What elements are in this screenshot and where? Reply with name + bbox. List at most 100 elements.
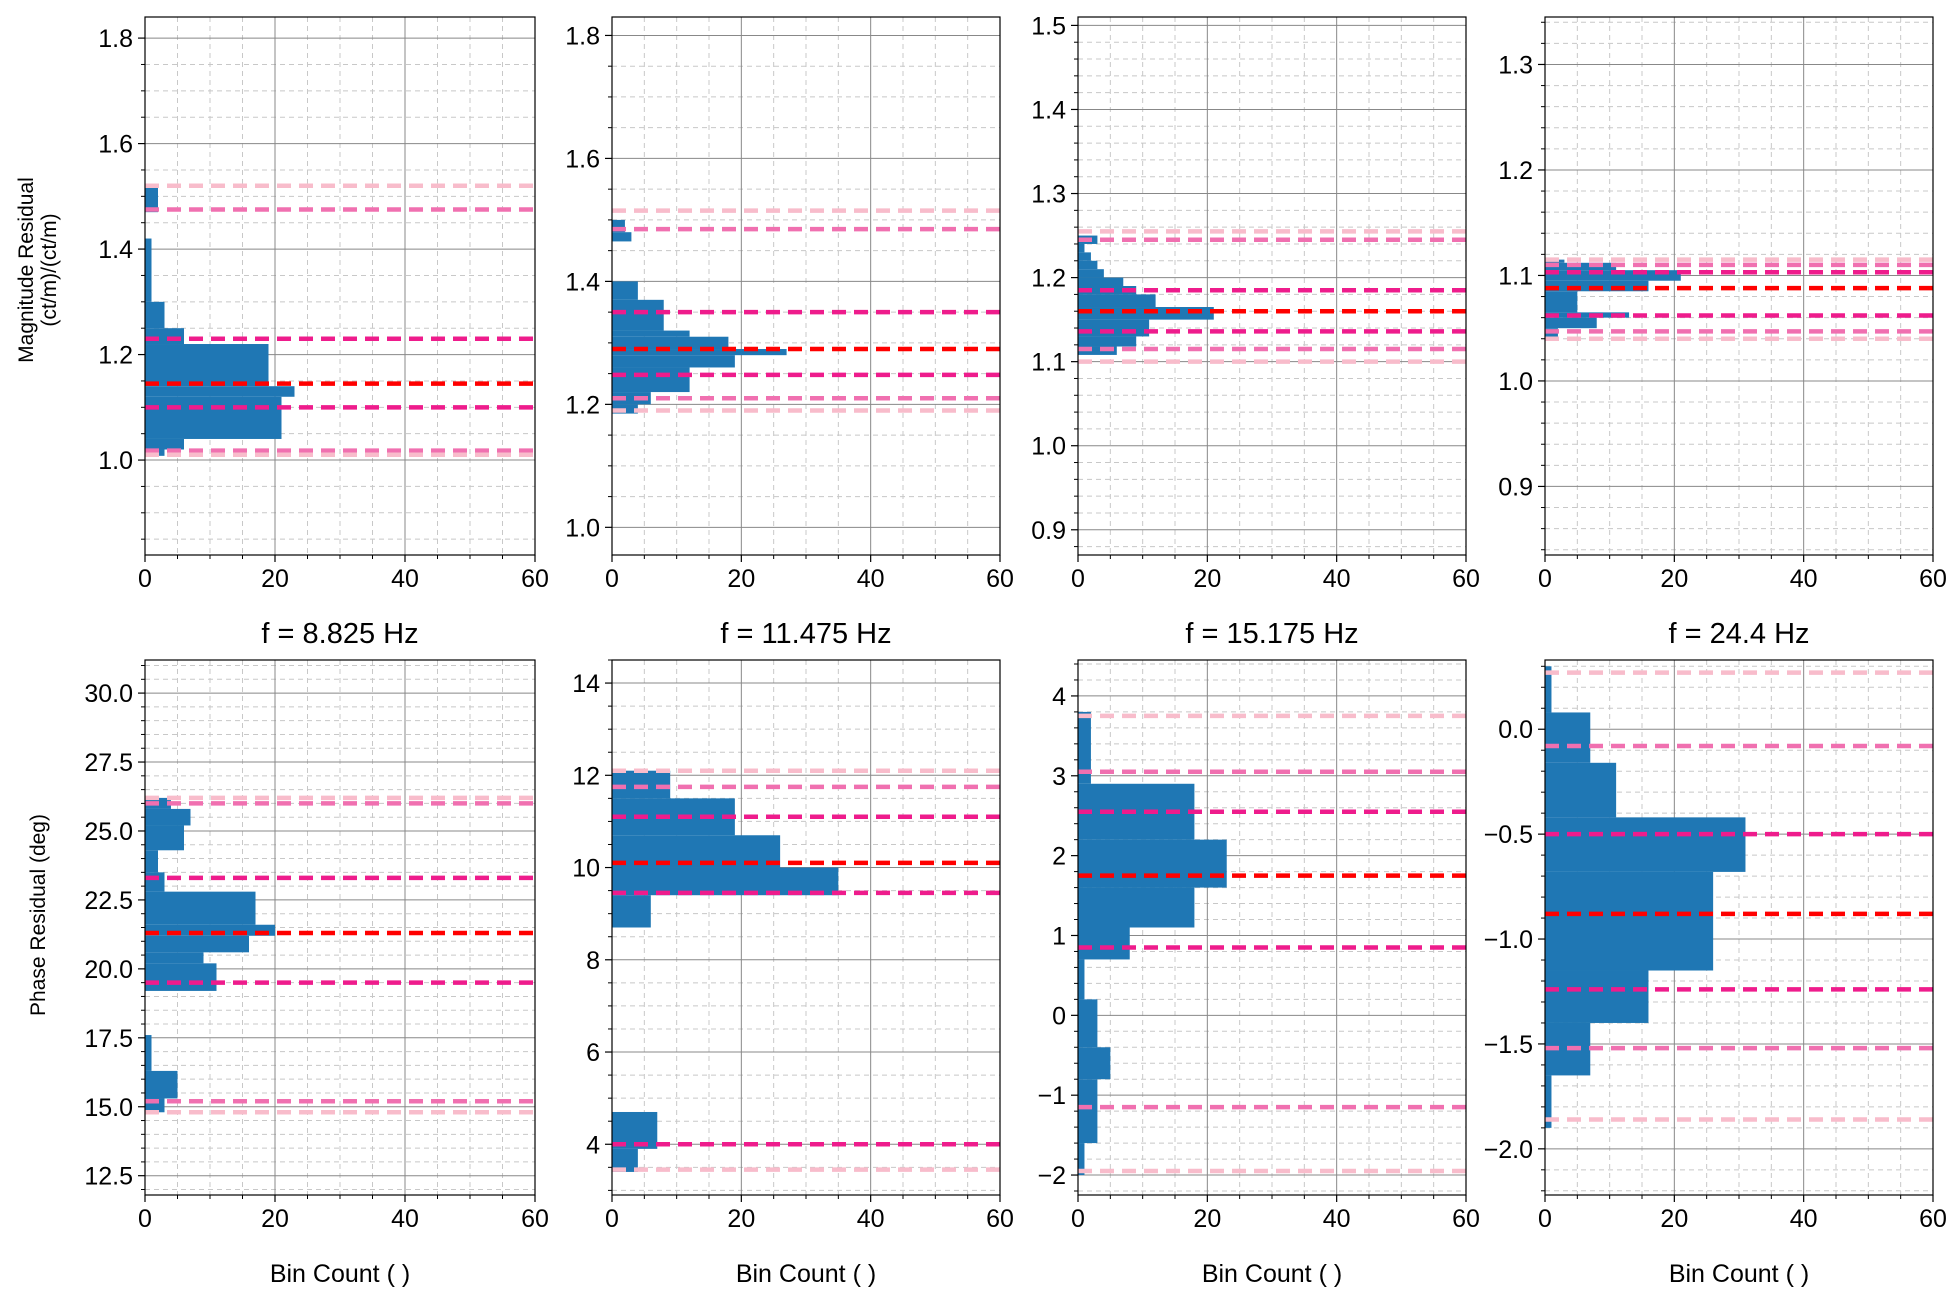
histogram-bar: [612, 281, 638, 300]
y-tick-label: 1.1: [1498, 262, 1533, 290]
histogram-bar: [1078, 1047, 1111, 1080]
x-axis-label: Bin Count ( ): [736, 1260, 876, 1288]
histogram-bar: [1545, 1075, 1552, 1128]
histogram-bar: [1545, 817, 1746, 872]
histogram-bar: [612, 336, 729, 350]
x-tick-label: 0: [138, 1205, 152, 1233]
histogram-bar: [145, 850, 158, 873]
histogram-bar: [145, 328, 184, 345]
histogram-bar: [145, 963, 217, 991]
x-tick-label: 0: [605, 1205, 619, 1233]
y-tick-label: 1.0: [565, 514, 600, 542]
histogram-bar: [1545, 970, 1649, 1023]
x-tick-label: 20: [1193, 1205, 1221, 1233]
x-axis-label: Bin Count ( ): [1669, 1260, 1809, 1288]
histogram-bar: [1078, 1143, 1085, 1176]
x-tick-label: 20: [261, 565, 289, 593]
panels: 0 20 40 601.01.21.41.61.80 20 40 601.01.21.41.…: [84, 12, 1947, 1288]
histogram-bar: [612, 895, 651, 928]
x-tick-label: 40: [391, 1205, 419, 1233]
y-tick-label: 1.2: [1498, 157, 1533, 185]
histogram-bar: [612, 367, 690, 393]
magnitude-ylabel-line2: (ct/m)/(ct/m): [38, 213, 61, 326]
x-tick-label: 20: [261, 1205, 289, 1233]
y-tick-label: 3: [1052, 763, 1066, 791]
y-tick-label: 1.4: [1031, 96, 1066, 124]
histogram-bar: [1545, 270, 1681, 281]
x-tick-label: 0: [1071, 1205, 1085, 1233]
x-tick-label: 40: [1790, 565, 1818, 593]
histogram-bar: [612, 355, 735, 368]
x-tick-label: 60: [1452, 565, 1480, 593]
x-tick-label: 40: [1323, 565, 1351, 593]
x-tick-label: 20: [727, 565, 755, 593]
histogram-bar: [612, 1148, 638, 1172]
x-tick-label: 0: [1071, 565, 1085, 593]
y-tick-label: 22.5: [84, 887, 133, 915]
histogram-bar: [145, 185, 158, 213]
panel-phase-3: 0 20 40 60 −2.0 −1.5 −1.0 −0.5 0.0 f = 24.4 Hz Bin…: [1484, 618, 1947, 1288]
histogram-bar: [145, 952, 204, 964]
panel-title: f = 15.175 Hz: [1185, 618, 1358, 650]
histogram-bar: [145, 825, 184, 851]
y-tick-label: 1.4: [565, 268, 600, 296]
x-tick-label: 60: [1452, 1205, 1480, 1233]
y-tick-label: 17.5: [84, 1025, 133, 1053]
histogram-bar: [1078, 839, 1227, 888]
histogram-bar: [1078, 887, 1195, 928]
histogram-bar: [612, 392, 651, 405]
y-tick-label: −1: [1037, 1082, 1066, 1110]
x-tick-label: 0: [1538, 565, 1552, 593]
y-tick-label: 0: [1052, 1002, 1066, 1030]
panel-magnitude-0: 0 20 40 60 1.0 1.2 1.4 1.6 1.8: [98, 16, 549, 593]
histogram-bar: [1078, 294, 1156, 308]
panel-magnitude-3: 0 20 40 60 0.9 1.0 1.1 1.2 1.3: [1498, 16, 1947, 593]
y-tick-label: 2: [1052, 843, 1066, 871]
y-tick-label: 4: [586, 1131, 600, 1159]
histogram-bar: [612, 349, 787, 356]
axes-frame: [144, 16, 536, 556]
histogram-bar: [145, 344, 269, 387]
y-tick-label: 1.4: [98, 236, 133, 264]
panel-magnitude-1: 0 20 40 60 1.0 1.2 1.4 1.6 1.8: [565, 16, 1014, 593]
histogram-bar: [1545, 871, 1714, 971]
axes-frame: [611, 16, 1001, 556]
histogram-bar: [1545, 762, 1617, 818]
histogram-bar: [612, 232, 632, 242]
histogram-bar: [1078, 269, 1104, 278]
histogram-bar: [145, 1035, 152, 1071]
histogram-bar: [145, 396, 282, 439]
histogram-bar: [1078, 260, 1098, 270]
histogram-bar: [145, 891, 256, 925]
y-tick-label: 25.0: [84, 818, 133, 846]
histogram-bar: [1078, 999, 1098, 1048]
y-tick-label: −0.5: [1484, 821, 1533, 849]
histogram-bar: [612, 299, 664, 331]
y-tick-label: 12.5: [84, 1163, 133, 1191]
x-tick-label: 0: [138, 565, 152, 593]
histogram-bar: [145, 238, 152, 302]
x-axis-label: Bin Count ( ): [1202, 1260, 1342, 1288]
y-tick-label: 10: [572, 855, 600, 883]
x-tick-label: 40: [1323, 1205, 1351, 1233]
y-tick-label: 1.3: [1498, 51, 1533, 79]
x-tick-label: 20: [1660, 565, 1688, 593]
y-tick-label: 1: [1052, 922, 1066, 950]
panel-phase-1: 0 20 40 60 4 6 8 10 12 14 f = 11.475 Hz Bin Count (…: [572, 618, 1014, 1288]
histogram-bar: [145, 924, 275, 936]
y-tick-label: 0.0: [1498, 716, 1533, 744]
histogram-bar: [145, 872, 165, 892]
y-tick-label: 1.8: [565, 22, 600, 50]
y-tick-label: 6: [586, 1039, 600, 1067]
y-tick-label: 0.9: [1031, 517, 1066, 545]
histogram-bar: [1078, 959, 1085, 1000]
panel-phase-0: 0 20 40 60 12.5 15.0 17.5 20.0 22.5 25.0 27.5 30.0 f…: [84, 618, 549, 1288]
x-tick-label: 60: [986, 565, 1014, 593]
phase-ylabel: Phase Residual (deg): [27, 814, 50, 1016]
y-tick-label: 1.5: [1031, 12, 1066, 40]
y-tick-label: 8: [586, 947, 600, 975]
y-tick-label: 30.0: [84, 680, 133, 708]
panel-title: f = 8.825 Hz: [261, 618, 418, 650]
y-tick-label: 4: [1052, 683, 1066, 711]
